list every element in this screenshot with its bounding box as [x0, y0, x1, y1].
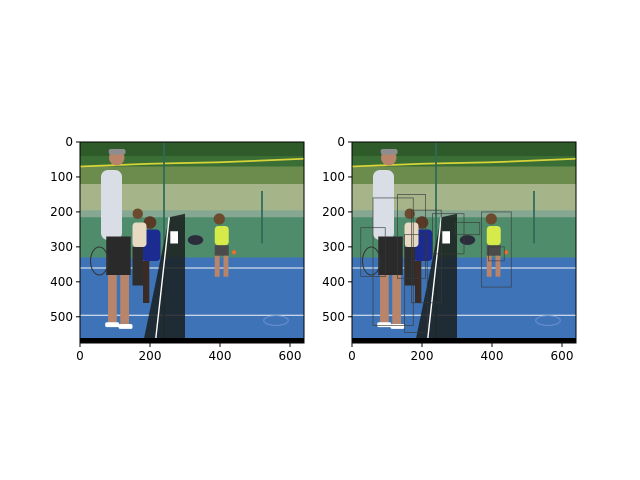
bounding-box — [372, 197, 414, 326]
right-y-tick-label: 500 — [322, 310, 345, 324]
left-image-panel — [80, 142, 304, 343]
right-y-tick-label: 400 — [322, 275, 345, 289]
left-y-tick-label: 0 — [65, 135, 73, 149]
right-y-tick-label: 100 — [322, 170, 345, 184]
left-x-tick-label: 600 — [279, 349, 302, 363]
bounding-box — [404, 234, 428, 333]
right-x-tick-label: 0 — [348, 349, 356, 363]
left-x-tick-label: 400 — [209, 349, 232, 363]
left-y-tick-label: 300 — [50, 240, 73, 254]
right-y-tick-label: 300 — [322, 240, 345, 254]
tennis-photo — [80, 142, 304, 343]
left-y-tick-label: 100 — [50, 170, 73, 184]
bounding-box — [432, 213, 465, 255]
right-y-tick-label: 0 — [337, 135, 345, 149]
right-image-panel — [352, 142, 576, 343]
bounding-boxes — [360, 194, 512, 333]
left-y-tick-label: 200 — [50, 205, 73, 219]
right-axes-frame — [351, 141, 577, 344]
left-y-tick-label: 500 — [50, 310, 73, 324]
bounding-box — [481, 211, 512, 288]
left-y-tick-label: 400 — [50, 275, 73, 289]
right-x-tick-label: 200 — [411, 349, 434, 363]
left-x-tick-label: 200 — [139, 349, 162, 363]
bounding-box — [360, 227, 386, 277]
right-x-tick-label: 600 — [551, 349, 574, 363]
bounding-box — [454, 221, 481, 236]
left-x-tick-label: 0 — [76, 349, 84, 363]
right-axes: 0 200 400 600 0 100 200 300 400 500 — [322, 135, 577, 363]
right-y-tick-label: 200 — [322, 205, 345, 219]
bounding-box — [411, 209, 442, 304]
left-axes: 0 200 400 600 0 100 200 300 400 500 — [50, 135, 305, 363]
bounding-box — [488, 246, 505, 262]
right-x-tick-label: 400 — [481, 349, 504, 363]
left-axes-frame — [79, 141, 305, 344]
